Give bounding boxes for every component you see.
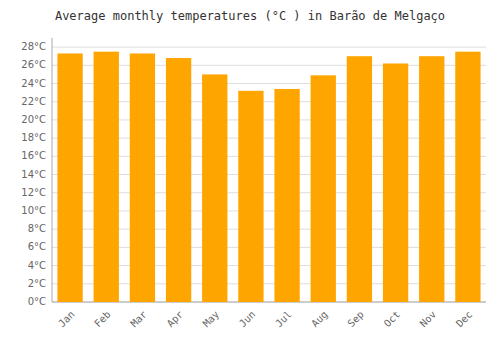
y-tick-label: 22°C xyxy=(21,96,46,107)
bar: Jun: 23.2 xyxy=(238,91,263,302)
y-tick-label: 14°C xyxy=(21,169,46,180)
x-tick-label: Feb xyxy=(92,309,113,330)
chart-svg: Average monthly temperatures (°C ) in Ba… xyxy=(0,0,500,350)
y-tick-label: 0°C xyxy=(28,296,46,307)
y-tick-label: 28°C xyxy=(21,41,46,52)
x-tick-label: Jul xyxy=(273,309,294,330)
y-tick-label: 6°C xyxy=(28,241,46,252)
x-axis: Jan Feb Mar Apr May Jun Jul Aug Sep Oct Nov Dec xyxy=(56,309,474,330)
y-tick-label: 26°C xyxy=(21,59,46,70)
x-tick-label: Aug xyxy=(309,309,330,330)
y-tick-label: 2°C xyxy=(28,278,46,289)
bar: Aug: 24.9 xyxy=(311,75,336,302)
chart-title: Average monthly temperatures (°C ) in Ba… xyxy=(55,9,445,23)
y-axis: 0°C 2°C 4°C 6°C 8°C 10°C 12°C 14°C 16°C 18°C 20°C 2… xyxy=(21,41,46,307)
x-tick-label: Dec xyxy=(454,309,475,330)
bar: Jul: 23.4 xyxy=(274,89,299,302)
y-tick-label: 24°C xyxy=(21,78,46,89)
bar: Apr: 26.8 xyxy=(166,58,191,302)
grid xyxy=(52,47,486,302)
bar: Feb: 27.5 xyxy=(94,52,119,302)
x-tick-label: May xyxy=(201,309,222,330)
x-tick-label: Jun xyxy=(237,309,258,330)
y-tick-label: 16°C xyxy=(21,150,46,161)
y-tick-label: 10°C xyxy=(21,205,46,216)
x-tick-label: Sep xyxy=(345,309,366,330)
y-tick-label: 8°C xyxy=(28,223,46,234)
bar: Mar: 27.3 xyxy=(130,53,155,302)
x-tick-label: Mar xyxy=(128,309,149,330)
bar: Dec: 27.5 xyxy=(455,52,480,302)
x-tick-label: Oct xyxy=(382,309,403,330)
bars: Jan: 27.3 Feb: 27.5 Mar: 27.3 Apr: 26.8 May:… xyxy=(57,52,480,302)
y-tick-label: 4°C xyxy=(28,260,46,271)
bar: Nov: 27 xyxy=(419,56,444,302)
bar: Jan: 27.3 xyxy=(57,53,82,302)
x-tick-label: Apr xyxy=(165,309,186,330)
y-tick-label: 18°C xyxy=(21,132,46,143)
bar: Sep: 27 xyxy=(347,56,372,302)
y-axis-line xyxy=(52,38,53,302)
y-tick-label: 12°C xyxy=(21,187,46,198)
x-tick-label: Jan xyxy=(56,309,77,330)
bar: Oct: 26.2 xyxy=(383,63,408,302)
x-tick-label: Nov xyxy=(418,309,439,330)
grid-line xyxy=(52,47,486,48)
chart-container: Average monthly temperatures (°C ) in Ba… xyxy=(0,0,500,350)
bar: May: 25 xyxy=(202,74,227,302)
y-tick-label: 20°C xyxy=(21,114,46,125)
